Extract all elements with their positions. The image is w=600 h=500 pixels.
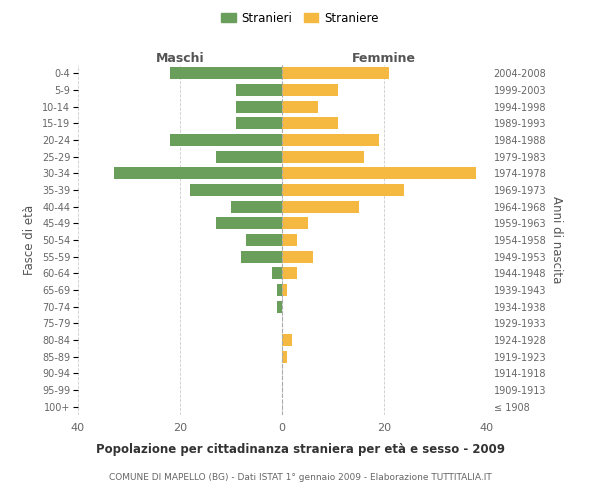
Bar: [282, 118, 338, 130]
Bar: [272, 268, 282, 280]
Bar: [216, 150, 282, 162]
Bar: [282, 184, 404, 196]
Bar: [282, 234, 298, 246]
Bar: [282, 200, 359, 212]
Bar: [282, 250, 313, 262]
Bar: [282, 68, 389, 80]
Bar: [247, 234, 282, 246]
Bar: [277, 284, 282, 296]
Bar: [231, 200, 282, 212]
Bar: [170, 68, 282, 80]
Y-axis label: Fasce di età: Fasce di età: [23, 205, 37, 275]
Bar: [282, 268, 298, 280]
Bar: [282, 334, 292, 346]
Bar: [282, 350, 287, 362]
Bar: [282, 134, 379, 146]
Text: COMUNE DI MAPELLO (BG) - Dati ISTAT 1° gennaio 2009 - Elaborazione TUTTITALIA.IT: COMUNE DI MAPELLO (BG) - Dati ISTAT 1° g…: [109, 472, 491, 482]
Text: Popolazione per cittadinanza straniera per età e sesso - 2009: Popolazione per cittadinanza straniera p…: [95, 442, 505, 456]
Bar: [236, 100, 282, 112]
Bar: [236, 84, 282, 96]
Bar: [282, 100, 318, 112]
Bar: [282, 150, 364, 162]
Y-axis label: Anni di nascita: Anni di nascita: [550, 196, 563, 284]
Bar: [190, 184, 282, 196]
Text: Maschi: Maschi: [155, 52, 205, 65]
Bar: [170, 134, 282, 146]
Bar: [282, 168, 476, 179]
Text: Femmine: Femmine: [352, 52, 416, 65]
Legend: Stranieri, Straniere: Stranieri, Straniere: [217, 7, 383, 30]
Bar: [282, 84, 338, 96]
Bar: [277, 300, 282, 312]
Bar: [282, 284, 287, 296]
Bar: [236, 118, 282, 130]
Bar: [114, 168, 282, 179]
Bar: [241, 250, 282, 262]
Bar: [282, 218, 308, 230]
Bar: [216, 218, 282, 230]
